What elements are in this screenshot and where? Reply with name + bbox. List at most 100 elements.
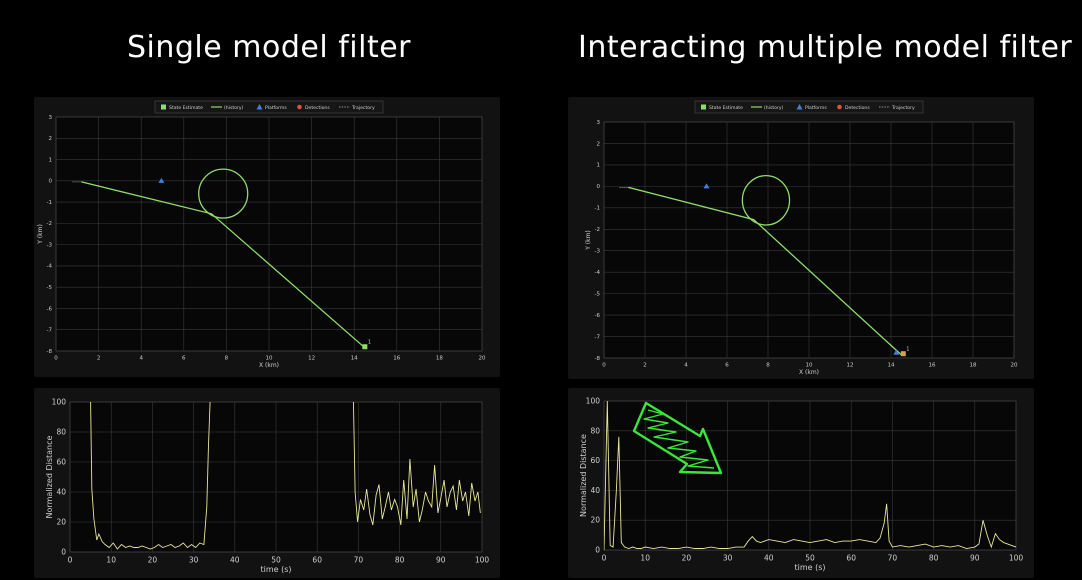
y-tick-label: 1 [49, 157, 53, 163]
x-tick-label: 16 [393, 356, 400, 362]
legend: State Estimate (history) Platforms Detectio… [694, 100, 924, 114]
x-tick-label: 100 [475, 556, 490, 565]
legend-entry: State Estimate [169, 105, 203, 111]
y-tick-label: 60 [590, 456, 600, 465]
x-tick-label: 16 [929, 363, 936, 369]
track-turn-circle [741, 174, 791, 226]
x-tick-label: 40 [764, 554, 774, 563]
legend-swatch-state-estimate [701, 104, 706, 110]
legend-entry: Trajectory [351, 105, 375, 111]
y-tick-label: 40 [56, 488, 66, 497]
track-end-label: 1 [906, 347, 909, 353]
x-tick-label: 0 [68, 556, 73, 565]
legend-box [154, 100, 384, 114]
distance-data [90, 402, 481, 550]
x-tick-label: 2 [643, 363, 647, 369]
x-tick-label: 0 [602, 554, 607, 563]
x-tick-label: 50 [271, 556, 281, 565]
x-tick-label: 14 [351, 356, 358, 362]
y-tick-label: 80 [56, 428, 66, 437]
y-tick-label: 100 [586, 397, 601, 406]
x-tick-label: 6 [182, 356, 186, 362]
x-axis-label: time (s) [260, 565, 291, 574]
x-tick-label: 50 [805, 554, 815, 563]
y-tick-label: -1 [595, 206, 600, 212]
y-tick-label: 2 [49, 136, 53, 142]
legend-entry: Detections [845, 105, 870, 111]
track-history-line [81, 181, 366, 349]
x-tick-label: 20 [148, 556, 158, 565]
track-data [619, 174, 906, 357]
y-tick-label: -4 [47, 264, 53, 270]
x-tick-label: 4 [684, 363, 688, 369]
right-heading: Interacting multiple model filter [578, 30, 1073, 65]
distance-series-segment-2 [353, 402, 481, 526]
x-tick-label: 2 [97, 356, 101, 362]
x-tick-label: 40 [230, 556, 240, 565]
y-tick-label: -5 [47, 285, 53, 291]
y-tick-label: -7 [47, 328, 53, 334]
x-tick-label: 20 [682, 554, 692, 563]
x-tick-label: 30 [723, 554, 733, 563]
x-tick-label: 18 [436, 356, 443, 362]
x-tick-label: 10 [806, 363, 813, 369]
legend-entry: Platforms [265, 105, 287, 111]
track-end-label: 1 [368, 340, 371, 346]
y-tick-label: 0 [49, 179, 53, 185]
y-tick-label: 0 [597, 184, 601, 190]
y-tick-label: 0 [61, 548, 66, 557]
state-estimate-marker [362, 344, 368, 350]
x-tick-label: 90 [436, 556, 446, 565]
x-tick-label: 90 [970, 554, 980, 563]
y-tick-label: 60 [56, 458, 66, 467]
y-tick-label: 20 [56, 518, 66, 527]
x-axis-label: X (km) [799, 369, 819, 376]
x-tick-label: 80 [395, 556, 405, 565]
x-tick-label: 60 [846, 554, 856, 563]
x-tick-label: 12 [847, 363, 854, 369]
y-tick-label: -1 [47, 200, 52, 206]
y-tick-label: -8 [595, 356, 601, 362]
x-tick-label: 60 [312, 556, 322, 565]
x-tick-label: 6 [725, 363, 729, 369]
y-tick-label: 1 [597, 163, 601, 169]
legend-entry: State Estimate [709, 105, 743, 111]
y-tick-label: 2 [597, 141, 601, 147]
y-tick-label: -6 [595, 313, 601, 319]
annotation-arrow-icon [632, 401, 723, 475]
legend-swatch-detections [297, 104, 302, 110]
y-tick-label: -6 [47, 306, 53, 312]
platform-marker [703, 183, 710, 189]
legend-swatch-detections [837, 104, 842, 110]
y-tick-label: 40 [590, 486, 600, 495]
left-heading: Single model filter [127, 30, 411, 65]
x-tick-label: 10 [640, 554, 650, 563]
platform-marker [158, 177, 165, 183]
legend-entry: Platforms [805, 105, 827, 111]
track-history-line [628, 186, 902, 356]
right-distance-plot: 0 10 20 30 40 50 60 70 80 90 100 0 20 40 60 80 100 time (… [568, 388, 1034, 578]
distance-series-segment-1 [604, 401, 1016, 550]
legend-swatch-platforms [796, 104, 803, 110]
y-tick-label: 0 [595, 546, 600, 555]
end-platform-marker [893, 349, 900, 355]
left-distance-plot: 0 10 20 30 40 50 60 70 80 90 100 0 20 40 60 80 100 time (… [34, 388, 500, 578]
legend-swatch-state-estimate [161, 104, 166, 110]
y-tick-label: 80 [590, 426, 600, 435]
legend-entry: (history) [224, 105, 244, 111]
x-tick-label: 8 [225, 356, 229, 362]
legend-entry: Trajectory [891, 105, 915, 111]
distance-series-segment-1 [90, 402, 211, 550]
legend-entry: Detections [305, 105, 330, 111]
x-tick-label: 4 [139, 356, 143, 362]
x-tick-label: 0 [54, 356, 58, 362]
x-tick-label: 10 [266, 356, 273, 362]
y-tick-label: -3 [47, 242, 53, 248]
y-tick-label: 100 [52, 398, 67, 407]
track-turn-circle [198, 168, 249, 219]
x-tick-label: 18 [970, 363, 977, 369]
y-tick-label: -4 [595, 270, 601, 276]
y-tick-label: -2 [595, 227, 600, 233]
